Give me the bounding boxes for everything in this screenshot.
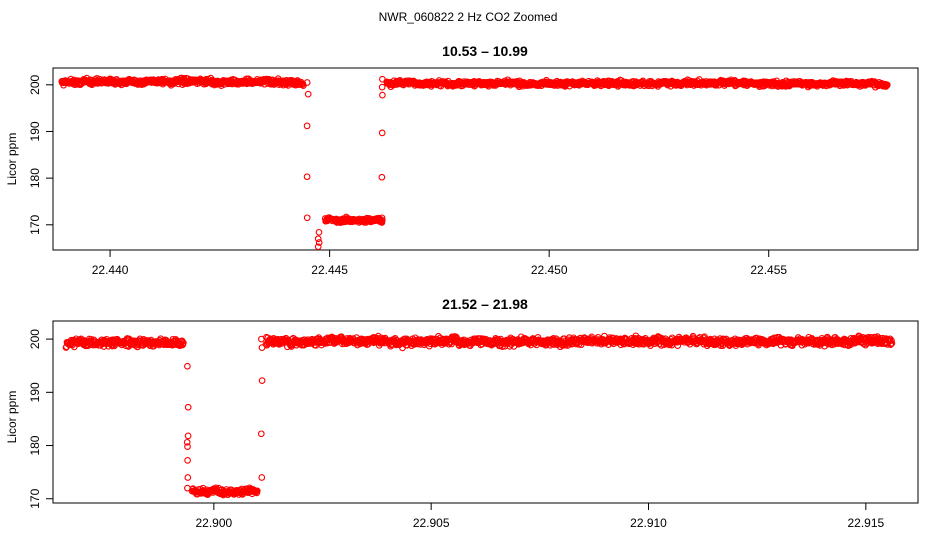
data-point [379,75,386,83]
y-tick-label: 180 [28,168,42,188]
data-point [314,243,322,251]
x-tick-label: 22.915 [847,516,884,530]
figure-suptitle: NWR_060822 2 Hz CO2 Zoomed [379,10,558,24]
y-tick-label: 190 [28,121,42,141]
panel-bottom-ylabel: Licor ppm [5,391,19,444]
x-tick-label: 22.455 [750,263,787,277]
y-tick-label: 170 [28,488,42,508]
data-point [178,337,186,345]
panel-top-plot-frame [52,67,919,251]
panel-bottom-title: 21.52 – 21.98 [442,296,528,312]
data-point [258,377,266,384]
data-point [180,339,187,347]
panel-top-title: 10.53 – 10.99 [442,43,528,59]
data-point [888,339,896,347]
data-point [183,438,191,446]
panel-top-y-axis: 170 180 190 200 [28,74,54,235]
data-point [258,335,265,343]
data-point [378,83,386,91]
data-point [184,432,192,440]
data-point [303,122,311,130]
data-point [379,91,386,99]
data-point [184,474,192,481]
panel-top-x-axis: 22.440 22.445 22.450 22.455 [92,249,787,277]
panel-bottom: 21.52 – 21.98 Licor ppm 22.900 22.905 22.9… [5,296,919,530]
x-tick-label: 22.900 [195,516,232,530]
data-point [314,235,322,243]
data-point [258,344,266,351]
data-point [378,214,386,222]
data-point [315,228,323,236]
data-point [184,484,191,492]
panel-top-ylabel: Licor ppm [5,133,19,186]
x-tick-label: 22.445 [311,263,348,277]
data-point [253,487,261,495]
y-tick-label: 200 [28,74,42,94]
x-tick-label: 22.440 [92,263,129,277]
data-point [378,129,386,137]
data-point [378,216,386,224]
x-tick-label: 22.450 [531,263,568,277]
panel-top: 10.53 – 10.99 Licor ppm 22.440 22.445 22.4… [5,43,919,277]
panel-bottom-points [62,332,896,499]
data-point [303,173,311,181]
data-point [888,337,895,344]
panel-bottom-x-axis: 22.900 22.905 22.910 22.915 [195,502,885,530]
data-point [303,214,311,222]
y-tick-label: 200 [28,329,42,349]
data-point [315,239,323,246]
data-point [257,430,265,438]
panel-bottom-y-axis: 170 180 190 200 [28,329,54,509]
data-point [184,362,191,370]
data-point [184,443,191,450]
data-point [184,457,191,464]
data-point [184,403,192,411]
data-point [303,79,311,86]
panel-top-points [58,74,891,251]
x-tick-label: 22.905 [413,516,450,530]
data-point [258,474,266,481]
x-tick-label: 22.910 [630,516,667,530]
data-point [304,90,312,98]
y-tick-label: 170 [28,214,42,234]
data-point [378,173,386,181]
y-tick-label: 190 [28,382,42,402]
data-point [883,81,891,89]
y-tick-label: 180 [28,435,42,455]
